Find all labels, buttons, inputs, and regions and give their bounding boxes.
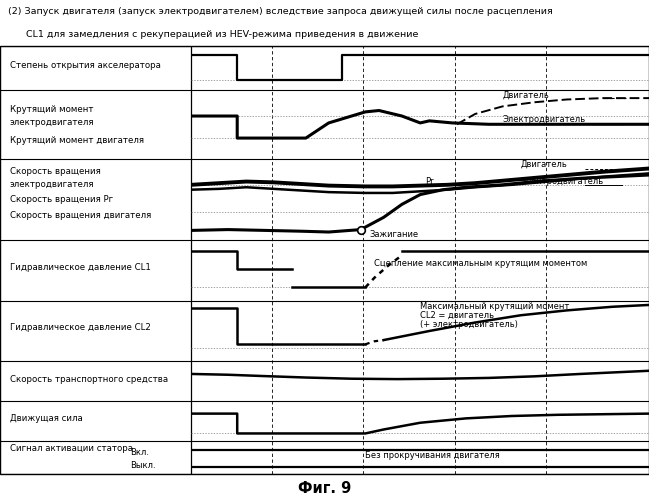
Text: Без прокручивания двигателя: Без прокручивания двигателя: [365, 451, 500, 460]
Text: Скорость транспортного средства: Скорость транспортного средства: [10, 374, 167, 384]
Text: Фиг. 9: Фиг. 9: [298, 481, 351, 496]
Text: Скорость вращения: Скорость вращения: [10, 168, 101, 176]
Text: Двигатель: Двигатель: [521, 160, 568, 169]
Text: Рr: Рr: [425, 177, 434, 186]
Text: CL1 для замедления с рекуперацией из HEV-режима приведения в движение: CL1 для замедления с рекуперацией из HEV…: [26, 30, 419, 39]
Text: Максимальный крутящий момент: Максимальный крутящий момент: [421, 302, 570, 312]
Text: CL2 = двигатель: CL2 = двигатель: [421, 312, 495, 320]
Text: электродвигателя: электродвигателя: [10, 118, 94, 128]
Text: Гидравлическое давление CL2: Гидравлическое давление CL2: [10, 324, 151, 332]
Text: Электродвигатель: Электродвигатель: [502, 115, 585, 124]
Text: Степень открытия акселератора: Степень открытия акселератора: [10, 61, 160, 70]
Text: Сигнал активации статора: Сигнал активации статора: [10, 444, 132, 454]
Text: Выкл.: Выкл.: [130, 461, 156, 470]
Text: Крутящий момент двигателя: Крутящий момент двигателя: [10, 136, 143, 144]
Text: Гидравлическое давление CL1: Гидравлическое давление CL1: [10, 263, 151, 272]
Text: (+ электродвигатель): (+ электродвигатель): [421, 320, 518, 330]
Text: Движущая сила: Движущая сила: [10, 414, 82, 424]
Text: электродвигателя: электродвигателя: [10, 180, 94, 190]
Text: Сцепление максимальным крутящим моментом: Сцепление максимальным крутящим моментом: [374, 258, 588, 268]
Text: Крутящий момент: Крутящий момент: [10, 104, 93, 114]
Text: Скорость вращения Рг: Скорость вращения Рг: [10, 195, 113, 204]
Text: Двигатель: Двигатель: [502, 90, 549, 99]
Text: Вкл.: Вкл.: [130, 448, 149, 457]
Text: Зажигание: Зажигание: [370, 230, 419, 239]
Text: Скорость вращения двигателя: Скорость вращения двигателя: [10, 211, 151, 220]
Text: Электродвигатель: Электродвигатель: [521, 177, 604, 186]
Text: (2) Запуск двигателя (запуск электродвигателем) вследствие запроса движущей силы: (2) Запуск двигателя (запуск электродвиг…: [8, 7, 552, 16]
